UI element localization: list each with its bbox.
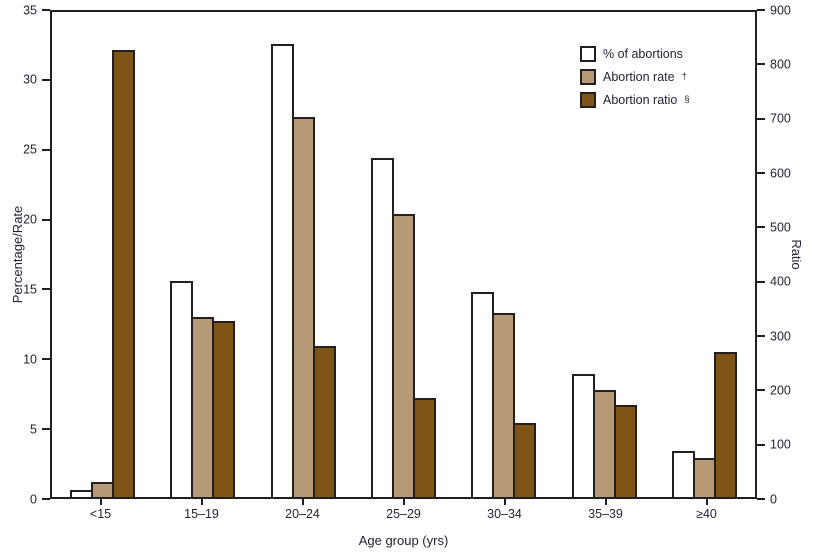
y-tick-mark: [757, 226, 765, 229]
y-tick-label: 10: [23, 352, 37, 367]
bar--of-abortions: [69, 490, 93, 497]
bar-abortion-ratio: [412, 398, 436, 497]
legend-swatch: [580, 69, 596, 85]
y-tick-label: 5: [30, 421, 37, 436]
y-tick-label: 300: [770, 328, 791, 343]
bar-group: [152, 12, 252, 497]
y-tick-label: 900: [770, 2, 791, 17]
y-tick-label: 600: [770, 165, 791, 180]
x-tick-mark: [705, 499, 708, 505]
plot-area: % of abortions Abortion rate † Abortion rat…: [50, 10, 757, 499]
x-tick-label: 30–34: [487, 507, 522, 521]
y-tick-mark: [42, 218, 50, 221]
x-tick-mark: [99, 499, 102, 505]
bar-abortion-ratio: [613, 404, 637, 497]
y-tick-mark: [757, 9, 765, 11]
legend-swatch: [580, 46, 596, 62]
y-tick-label: 30: [23, 72, 37, 87]
x-axis-labels: <15 15–19 20–24 25–29 30–34 35–39 ≥40: [50, 508, 757, 524]
bar-group: [655, 12, 755, 497]
y-tick-label: 0: [770, 491, 777, 506]
bar-abortion-rate: [492, 312, 516, 497]
bar-groups: [52, 12, 755, 497]
bar-group: [454, 12, 554, 497]
x-tick-mark: [604, 499, 607, 505]
x-tick-mark: [200, 499, 203, 505]
bar-abortion-rate: [191, 316, 215, 497]
y-tick-label: 35: [23, 2, 37, 17]
legend: % of abortions Abortion rate † Abortion rat…: [580, 46, 690, 108]
bar-abortion-rate: [391, 214, 415, 497]
bar-group: [554, 12, 654, 497]
bar-group: [353, 12, 453, 497]
y-tick-mark: [42, 9, 50, 11]
y-tick-mark: [42, 288, 50, 291]
x-axis-title: Age group (yrs): [358, 533, 449, 548]
x-tick-label: 25–29: [386, 507, 421, 521]
y-tick-label: 200: [770, 383, 791, 398]
bar-abortion-ratio: [513, 423, 537, 497]
legend-item: % of abortions: [580, 46, 690, 62]
x-tick-mark: [503, 499, 506, 505]
y-tick-label: 25: [23, 142, 37, 157]
y-tick-mark: [42, 428, 50, 431]
legend-label: Abortion rate: [603, 69, 675, 84]
y-tick-mark: [757, 63, 765, 66]
bar-group: [52, 12, 152, 497]
bar-group: [253, 12, 353, 497]
x-tick-label: 15–19: [184, 507, 219, 521]
y-tick-label: 700: [770, 111, 791, 126]
bar--of-abortions: [471, 291, 495, 497]
y-tick-mark: [757, 117, 765, 120]
bar--of-abortions: [370, 157, 394, 497]
x-tick-mark: [402, 499, 405, 505]
x-axis-tickmarks: [50, 499, 757, 506]
legend-label: % of abortions: [603, 46, 683, 61]
bar-abortion-ratio: [312, 346, 336, 497]
y-tick-mark: [42, 78, 50, 81]
legend-swatch: [580, 92, 596, 108]
left-axis-ticks: 0 5 10 15 20 25 30 35: [0, 4, 50, 505]
y-tick-label: 400: [770, 274, 791, 289]
y-tick-label: 0: [30, 491, 37, 506]
y-tick-mark: [42, 358, 50, 361]
y-tick-mark: [757, 335, 765, 338]
bar-abortion-rate: [291, 117, 315, 497]
bar-abortion-ratio: [212, 321, 236, 497]
y-tick-label: 800: [770, 57, 791, 72]
bar--of-abortions: [270, 43, 294, 497]
x-tick-label: <15: [89, 507, 112, 521]
y-tick-label: 500: [770, 220, 791, 235]
right-axis-ticks: 0 100 200 300 400 500 600 700 800 900: [757, 4, 816, 505]
bar--of-abortions: [170, 280, 194, 497]
bar--of-abortions: [571, 373, 595, 497]
y-tick-label: 20: [23, 212, 37, 227]
legend-label: Abortion ratio: [603, 92, 678, 107]
x-tick-label: 20–24: [285, 507, 320, 521]
x-tick-mark: [301, 499, 304, 505]
y-tick-mark: [42, 498, 50, 500]
y-tick-mark: [42, 148, 50, 151]
x-tick-label: ≥40: [696, 507, 717, 521]
bar-abortion-rate: [693, 458, 717, 497]
y-tick-label: 100: [770, 437, 791, 452]
bar-abortion-ratio: [111, 49, 135, 497]
bar-abortion-rate: [90, 481, 114, 497]
y-tick-label: 15: [23, 282, 37, 297]
y-tick-mark: [757, 389, 765, 392]
legend-item: Abortion rate †: [580, 69, 690, 85]
y-tick-mark: [757, 280, 765, 283]
bar-abortion-rate: [592, 390, 616, 497]
y-tick-mark: [757, 443, 765, 446]
legend-item: Abortion ratio §: [580, 92, 690, 108]
y-tick-mark: [757, 498, 765, 500]
bar--of-abortions: [672, 451, 696, 497]
bar-abortion-ratio: [714, 351, 738, 497]
y-tick-mark: [757, 172, 765, 175]
x-tick-label: 35–39: [588, 507, 623, 521]
